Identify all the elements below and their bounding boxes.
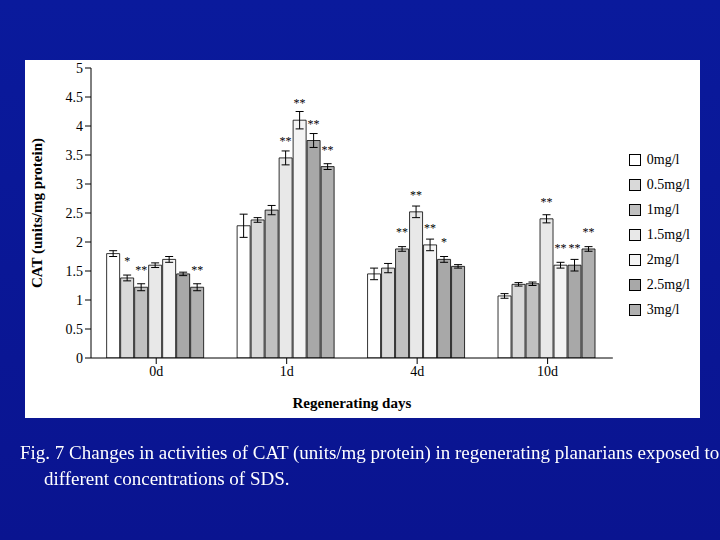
svg-text:3: 3 [76, 177, 83, 192]
svg-text:**: ** [322, 143, 334, 157]
svg-text:**: ** [569, 241, 581, 255]
svg-text:**: ** [191, 263, 203, 277]
svg-text:**: ** [135, 263, 147, 277]
svg-text:CAT (units/mg protein): CAT (units/mg protein) [29, 138, 46, 288]
svg-text:1.5: 1.5 [66, 264, 84, 279]
svg-text:**: ** [396, 225, 408, 239]
svg-text:**: ** [541, 195, 553, 209]
html-text:Fig. 7 Changes in activities o: Fig. 7 Changes in activities of CAT (uni… [20, 442, 720, 489]
svg-text:**: ** [555, 241, 567, 255]
svg-text:2: 2 [76, 235, 83, 250]
html-text:1.5mg/l: 1.5mg/l [646, 226, 690, 242]
svg-text:1d: 1d [280, 364, 294, 379]
svg-text:**: ** [294, 96, 306, 110]
svg-text:1: 1 [76, 293, 83, 308]
svg-text:3.5: 3.5 [66, 148, 84, 163]
svg-text:**: ** [410, 188, 422, 202]
svg-text:**: ** [583, 225, 595, 239]
html-text:2.5mg/l: 2.5mg/l [646, 276, 690, 292]
html-text:2mg/l: 2mg/l [646, 251, 680, 267]
svg-text:4: 4 [76, 119, 83, 134]
svg-text:0: 0 [76, 351, 83, 366]
svg-text:*: * [441, 235, 447, 249]
svg-text:*: * [124, 254, 130, 268]
svg-text:5: 5 [76, 61, 83, 76]
svg-text:10d: 10d [537, 364, 558, 379]
svg-text:2.5: 2.5 [66, 206, 84, 221]
html-text:3mg/l: 3mg/l [646, 301, 680, 317]
svg-text:Regenerating days: Regenerating days [293, 395, 412, 411]
html-text:0mg/l: 0mg/l [646, 151, 680, 167]
svg-text:**: ** [424, 221, 436, 235]
html-text:1mg/l: 1mg/l [646, 201, 680, 217]
svg-text:0.5: 0.5 [66, 322, 84, 337]
svg-text:**: ** [280, 134, 292, 148]
html-text:0.5mg/l: 0.5mg/l [646, 176, 690, 192]
svg-text:4d: 4d [410, 364, 424, 379]
svg-text:4.5: 4.5 [66, 90, 84, 105]
svg-text:**: ** [308, 117, 320, 131]
svg-text:0d: 0d [149, 364, 163, 379]
